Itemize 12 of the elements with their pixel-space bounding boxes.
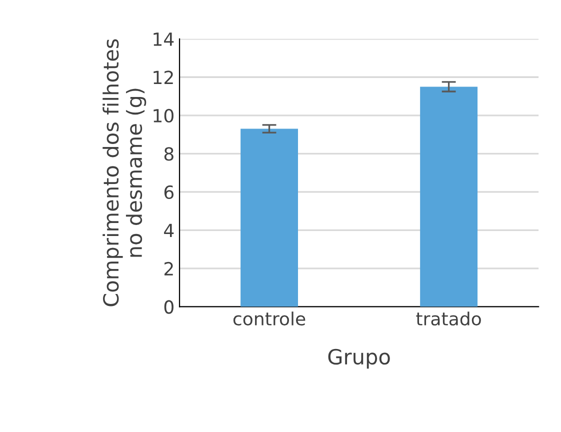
y-tick-label: 0 (164, 300, 174, 314)
y-tick-label: 4 (164, 224, 174, 238)
y-axis-title: Comprimento dos filhotes no desmame (g) (102, 39, 146, 306)
y-tick-label: 14 (154, 32, 174, 46)
y-tick-label: 12 (154, 70, 173, 84)
y-tick-label: 6 (164, 185, 174, 200)
x-tick-label: tratado (416, 312, 481, 326)
y-tick-label: 10 (154, 108, 174, 123)
y-tick-label: 8 (164, 147, 174, 161)
x-axis-title: Grupo (328, 348, 390, 369)
y-tick-label: 2 (164, 262, 173, 276)
x-tick-label: controle (233, 312, 306, 326)
